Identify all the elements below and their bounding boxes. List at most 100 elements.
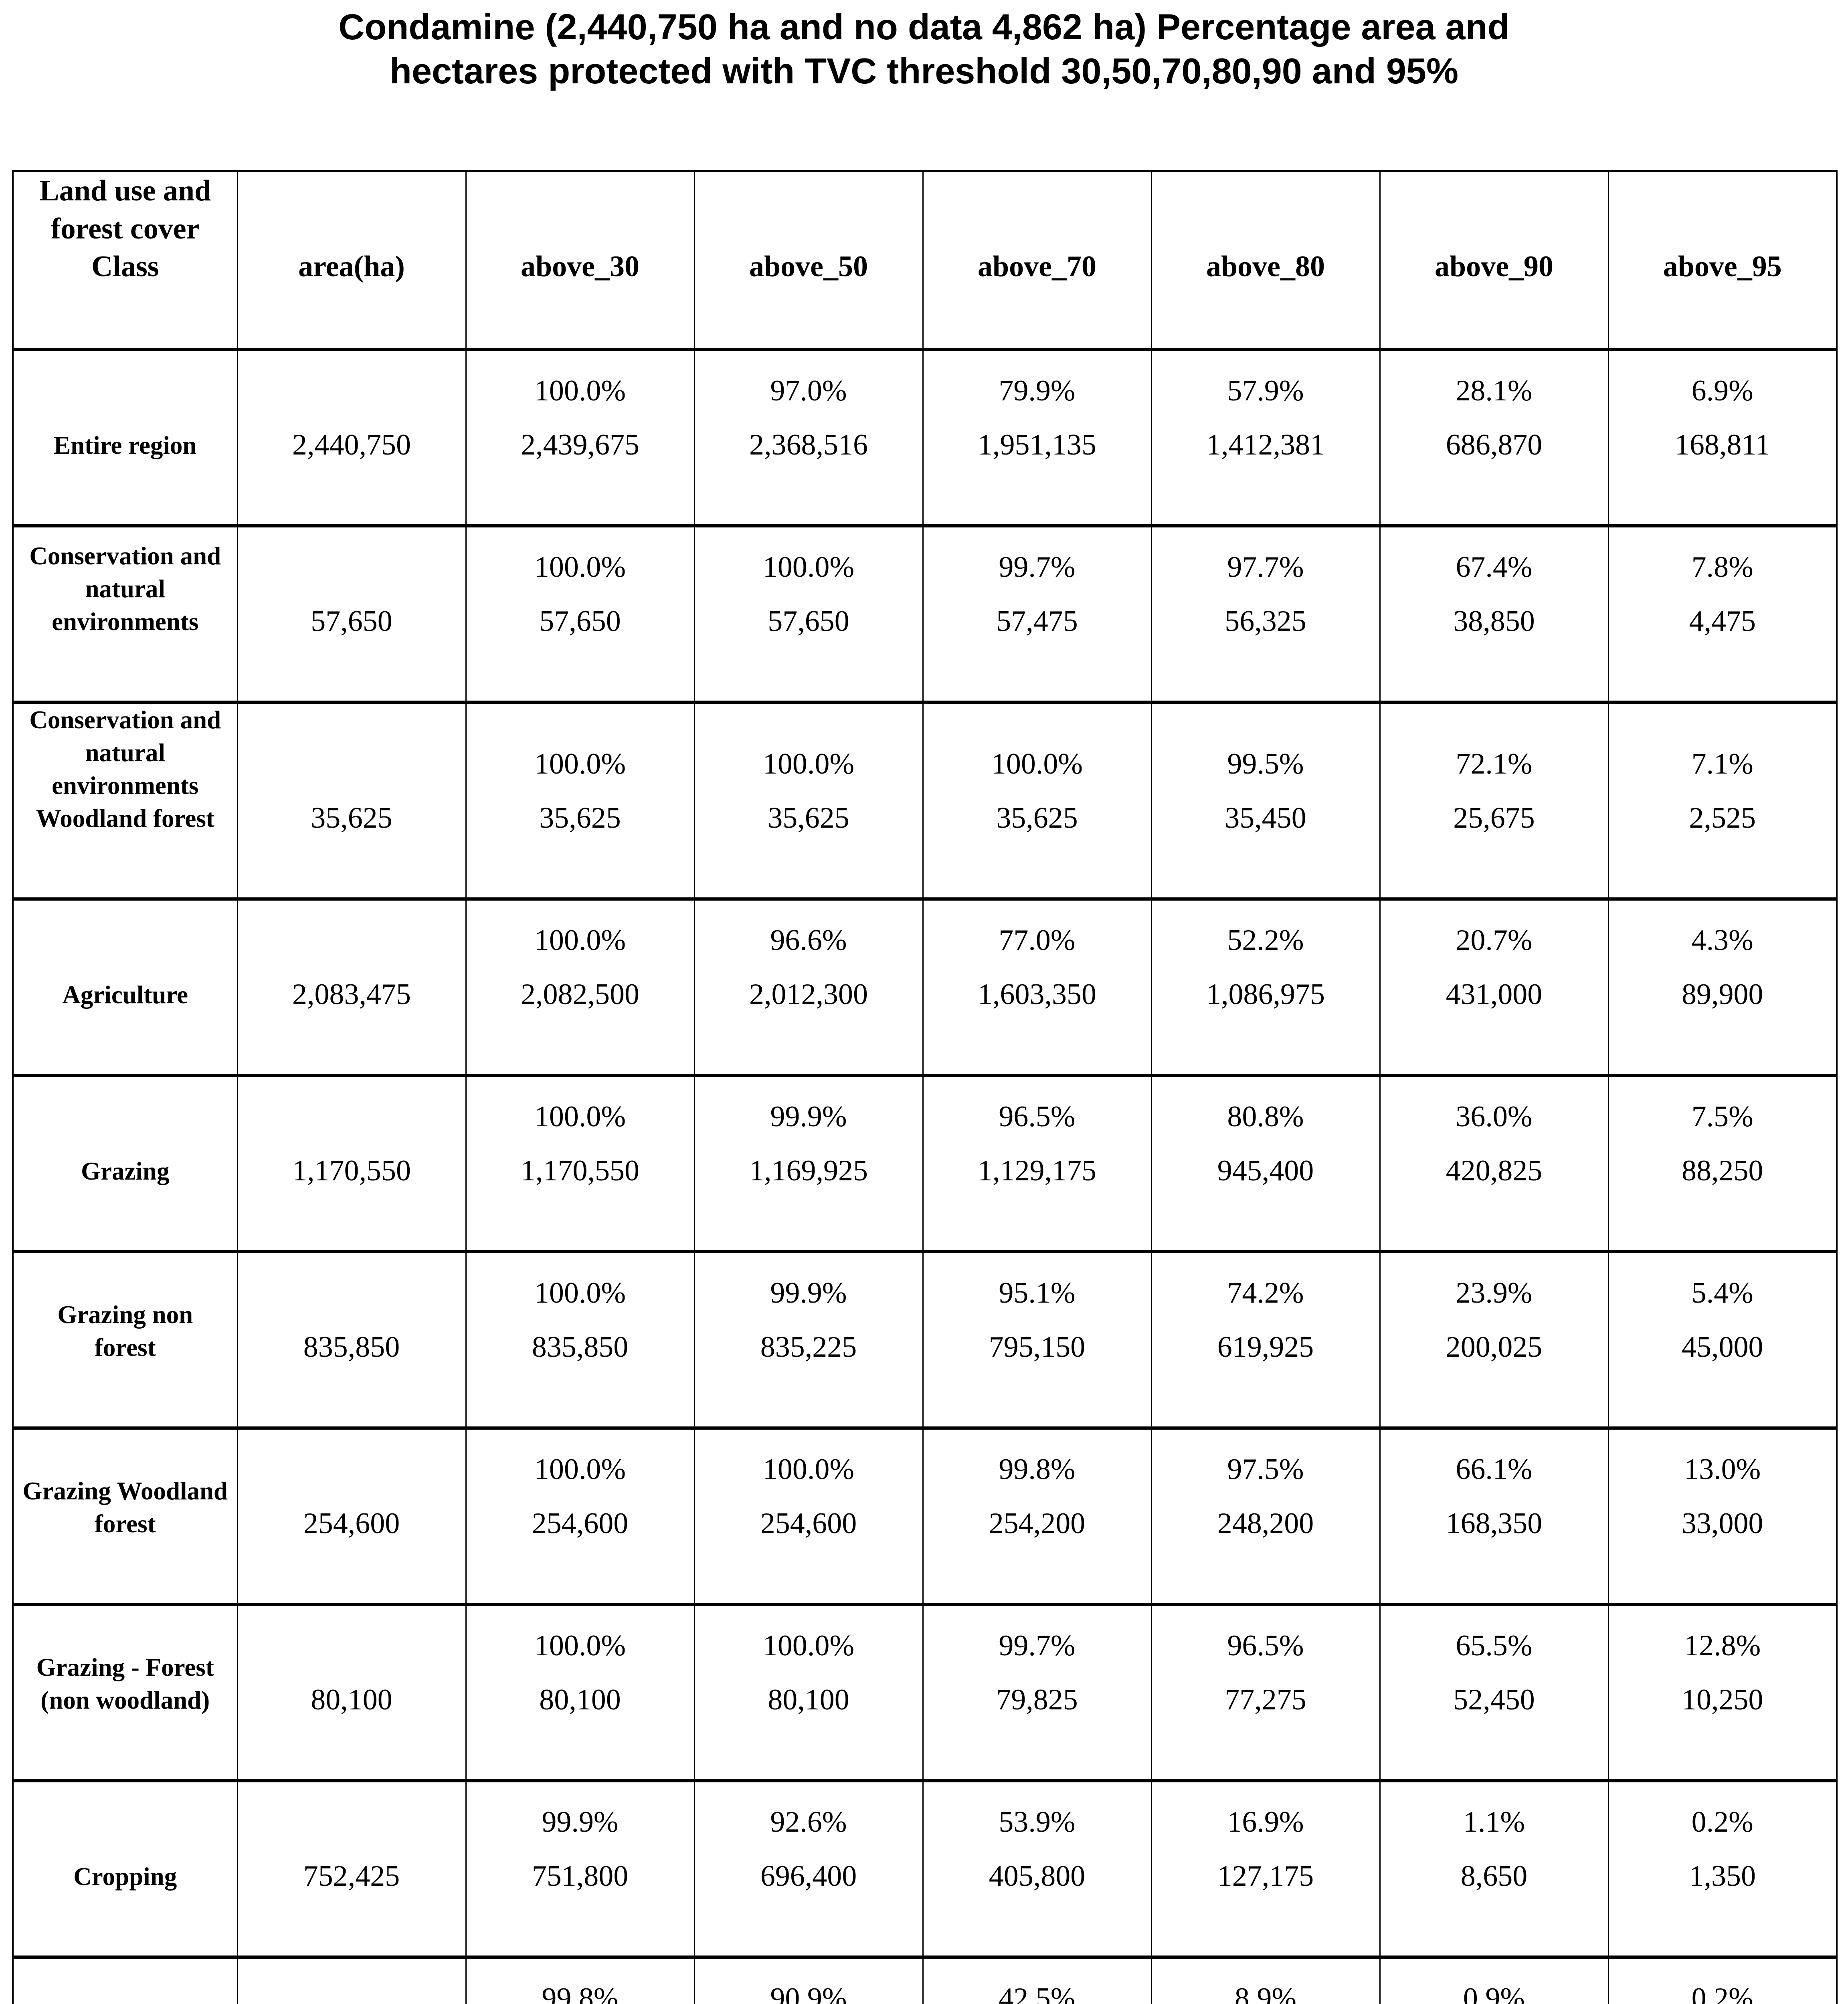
data-cell: 0.9%1,500 [1379,1957,1609,2004]
data-cell: 0.2% 1,350 [1607,1780,1838,1957]
data-cell: 28.1% 686,870 [1379,349,1609,526]
data-cell: 13.0% 33,000 [1607,1428,1838,1604]
data-cell: 65.5% 52,450 [1379,1604,1609,1781]
data-cell: 80.8% 945,400 [1150,1075,1381,1252]
area-cell: 254,600 [237,1428,467,1604]
data-cell: 96.6% 2,012,300 [694,899,924,1075]
data-cell: 7.8% 4,475 [1607,526,1838,703]
data-cell: 99.7% 79,825 [922,1604,1152,1781]
data-cell: 97.5% 248,200 [1150,1428,1381,1604]
data-cell: 74.2% 619,925 [1150,1251,1381,1428]
data-cell: 95.1% 795,150 [922,1251,1152,1428]
data-cell: 0.2%300 [1607,1957,1838,2004]
row-label-cell: Cropping [12,1780,238,1957]
column-header-above50: above_50 [694,171,924,350]
data-cell: 42.5%68,150 [922,1957,1152,2004]
data-cell: 100.0% 254,600 [465,1428,695,1604]
row-label-cell: Entire region [12,349,238,526]
data-cell: 99.7% 57,475 [922,526,1152,703]
table-row: Conservation and natural environments 57… [12,526,1838,703]
data-cell: 97.7% 56,325 [1150,526,1381,703]
data-cell: 100.0% 35,625 [694,702,924,899]
data-cell: 90.9%145,700 [694,1957,924,2004]
column-header-above90: above_90 [1379,171,1609,350]
data-cell: 12.8% 10,250 [1607,1604,1838,1781]
row-label-cell: Irrigation [12,1957,238,2004]
row-label-cell: Grazing [12,1075,238,1252]
table-row: Grazing non forest 835,850 100.0% 835,850… [12,1251,1838,1428]
row-label-cell: Grazing non forest [12,1251,238,1428]
row-label-cell: Grazing - Forest (non woodland) [12,1604,238,1781]
data-cell: 52.2% 1,086,975 [1150,899,1381,1075]
data-cell: 100.0% 57,650 [465,526,695,703]
data-cell: 97.0% 2,368,516 [694,349,924,526]
data-cell: 8.9%14,250 [1150,1957,1381,2004]
column-header-above80: above_80 [1150,171,1381,350]
row-label-cell: Conservation and natural environments Wo… [12,702,238,899]
data-cell: 92.6% 696,400 [694,1780,924,1957]
data-cell: 1.1% 8,650 [1379,1780,1609,1957]
data-cell: 7.5% 88,250 [1607,1075,1838,1252]
column-header-above70: above_70 [922,171,1152,350]
data-cell: 23.9% 200,025 [1379,1251,1609,1428]
area-cell: 160,225 [237,1957,467,2004]
row-label-cell: Grazing Woodland forest [12,1428,238,1604]
area-cell: 2,440,750 [237,349,467,526]
data-cell: 99.9% 1,169,925 [694,1075,924,1252]
data-cell: 100.0% 2,082,500 [465,899,695,1075]
data-cell: 100.0% 2,439,675 [465,349,695,526]
row-label-cell: Conservation and natural environments [12,526,238,703]
data-cell: 96.5% 1,129,175 [922,1075,1152,1252]
area-cell: 835,850 [237,1251,467,1428]
table-row: Agriculture 2,083,475 100.0% 2,082,500 96… [12,899,1838,1075]
table-row: Irrigation 160,225 99.8%159,875 90.9%145… [12,1957,1838,2004]
data-cell: 4.3% 89,900 [1607,899,1838,1075]
table-row: Conservation and natural environments Wo… [12,702,1838,899]
table-row: Cropping 752,425 99.9% 751,800 92.6% 696,4… [12,1780,1838,1957]
table-row: Grazing 1,170,550 100.0% 1,170,550 99.9% 1… [12,1075,1838,1252]
data-cell: 36.0% 420,825 [1379,1075,1609,1252]
row-label-cell: Agriculture [12,899,238,1075]
column-header-area: area(ha) [237,171,467,350]
data-cell: 7.1% 2,525 [1607,702,1838,899]
data-cell: 100.0% 35,625 [465,702,695,899]
data-cell: 6.9% 168,811 [1607,349,1838,526]
data-cell: 99.9% 751,800 [465,1780,695,1957]
area-cell: 752,425 [237,1780,467,1957]
area-cell: 2,083,475 [237,899,467,1075]
data-cell: 100.0% 35,625 [922,702,1152,899]
table-header-row: Land use and forest cover Class area(ha)… [12,171,1838,350]
table-row: Grazing - Forest (non woodland) 80,100 1… [12,1604,1838,1781]
data-cell: 67.4% 38,850 [1379,526,1609,703]
data-cell: 77.0% 1,603,350 [922,899,1152,1075]
data-cell: 100.0% 254,600 [694,1428,924,1604]
column-header-above95: above_95 [1607,171,1838,350]
column-header-above30: above_30 [465,171,695,350]
table-row: Grazing Woodland forest 254,600 100.0% 25… [12,1428,1838,1604]
data-cell: 99.5% 35,450 [1150,702,1381,899]
page-title: Condamine (2,440,750 ha and no data 4,86… [338,7,1510,91]
data-cell: 66.1% 168,350 [1379,1428,1609,1604]
data-cell: 100.0% 57,650 [694,526,924,703]
data-cell: 79.9% 1,951,135 [922,349,1152,526]
data-cell: 100.0% 80,100 [465,1604,695,1781]
area-cell: 35,625 [237,702,467,899]
data-cell: 100.0% 80,100 [694,1604,924,1781]
data-cell: 99.8%159,875 [465,1957,695,2004]
data-cell: 99.9% 835,225 [694,1251,924,1428]
data-cell: 72.1% 25,675 [1379,702,1609,899]
data-cell: 5.4% 45,000 [1607,1251,1838,1428]
area-cell: 57,650 [237,526,467,703]
land-use-table: Land use and forest cover Class area(ha)… [12,170,1838,2004]
data-cell: 100.0% 835,850 [465,1251,695,1428]
data-cell: 57.9% 1,412,381 [1150,349,1381,526]
data-cell: 20.7% 431,000 [1379,899,1609,1075]
data-cell: 96.5% 77,275 [1150,1604,1381,1781]
table-row: Entire region 2,440,750 100.0% 2,439,675 … [12,349,1838,526]
column-header-class: Land use and forest cover Class [12,171,238,350]
data-cell: 53.9% 405,800 [922,1780,1152,1957]
area-cell: 1,170,550 [237,1075,467,1252]
data-cell: 99.8% 254,200 [922,1428,1152,1604]
data-cell: 100.0% 1,170,550 [465,1075,695,1252]
